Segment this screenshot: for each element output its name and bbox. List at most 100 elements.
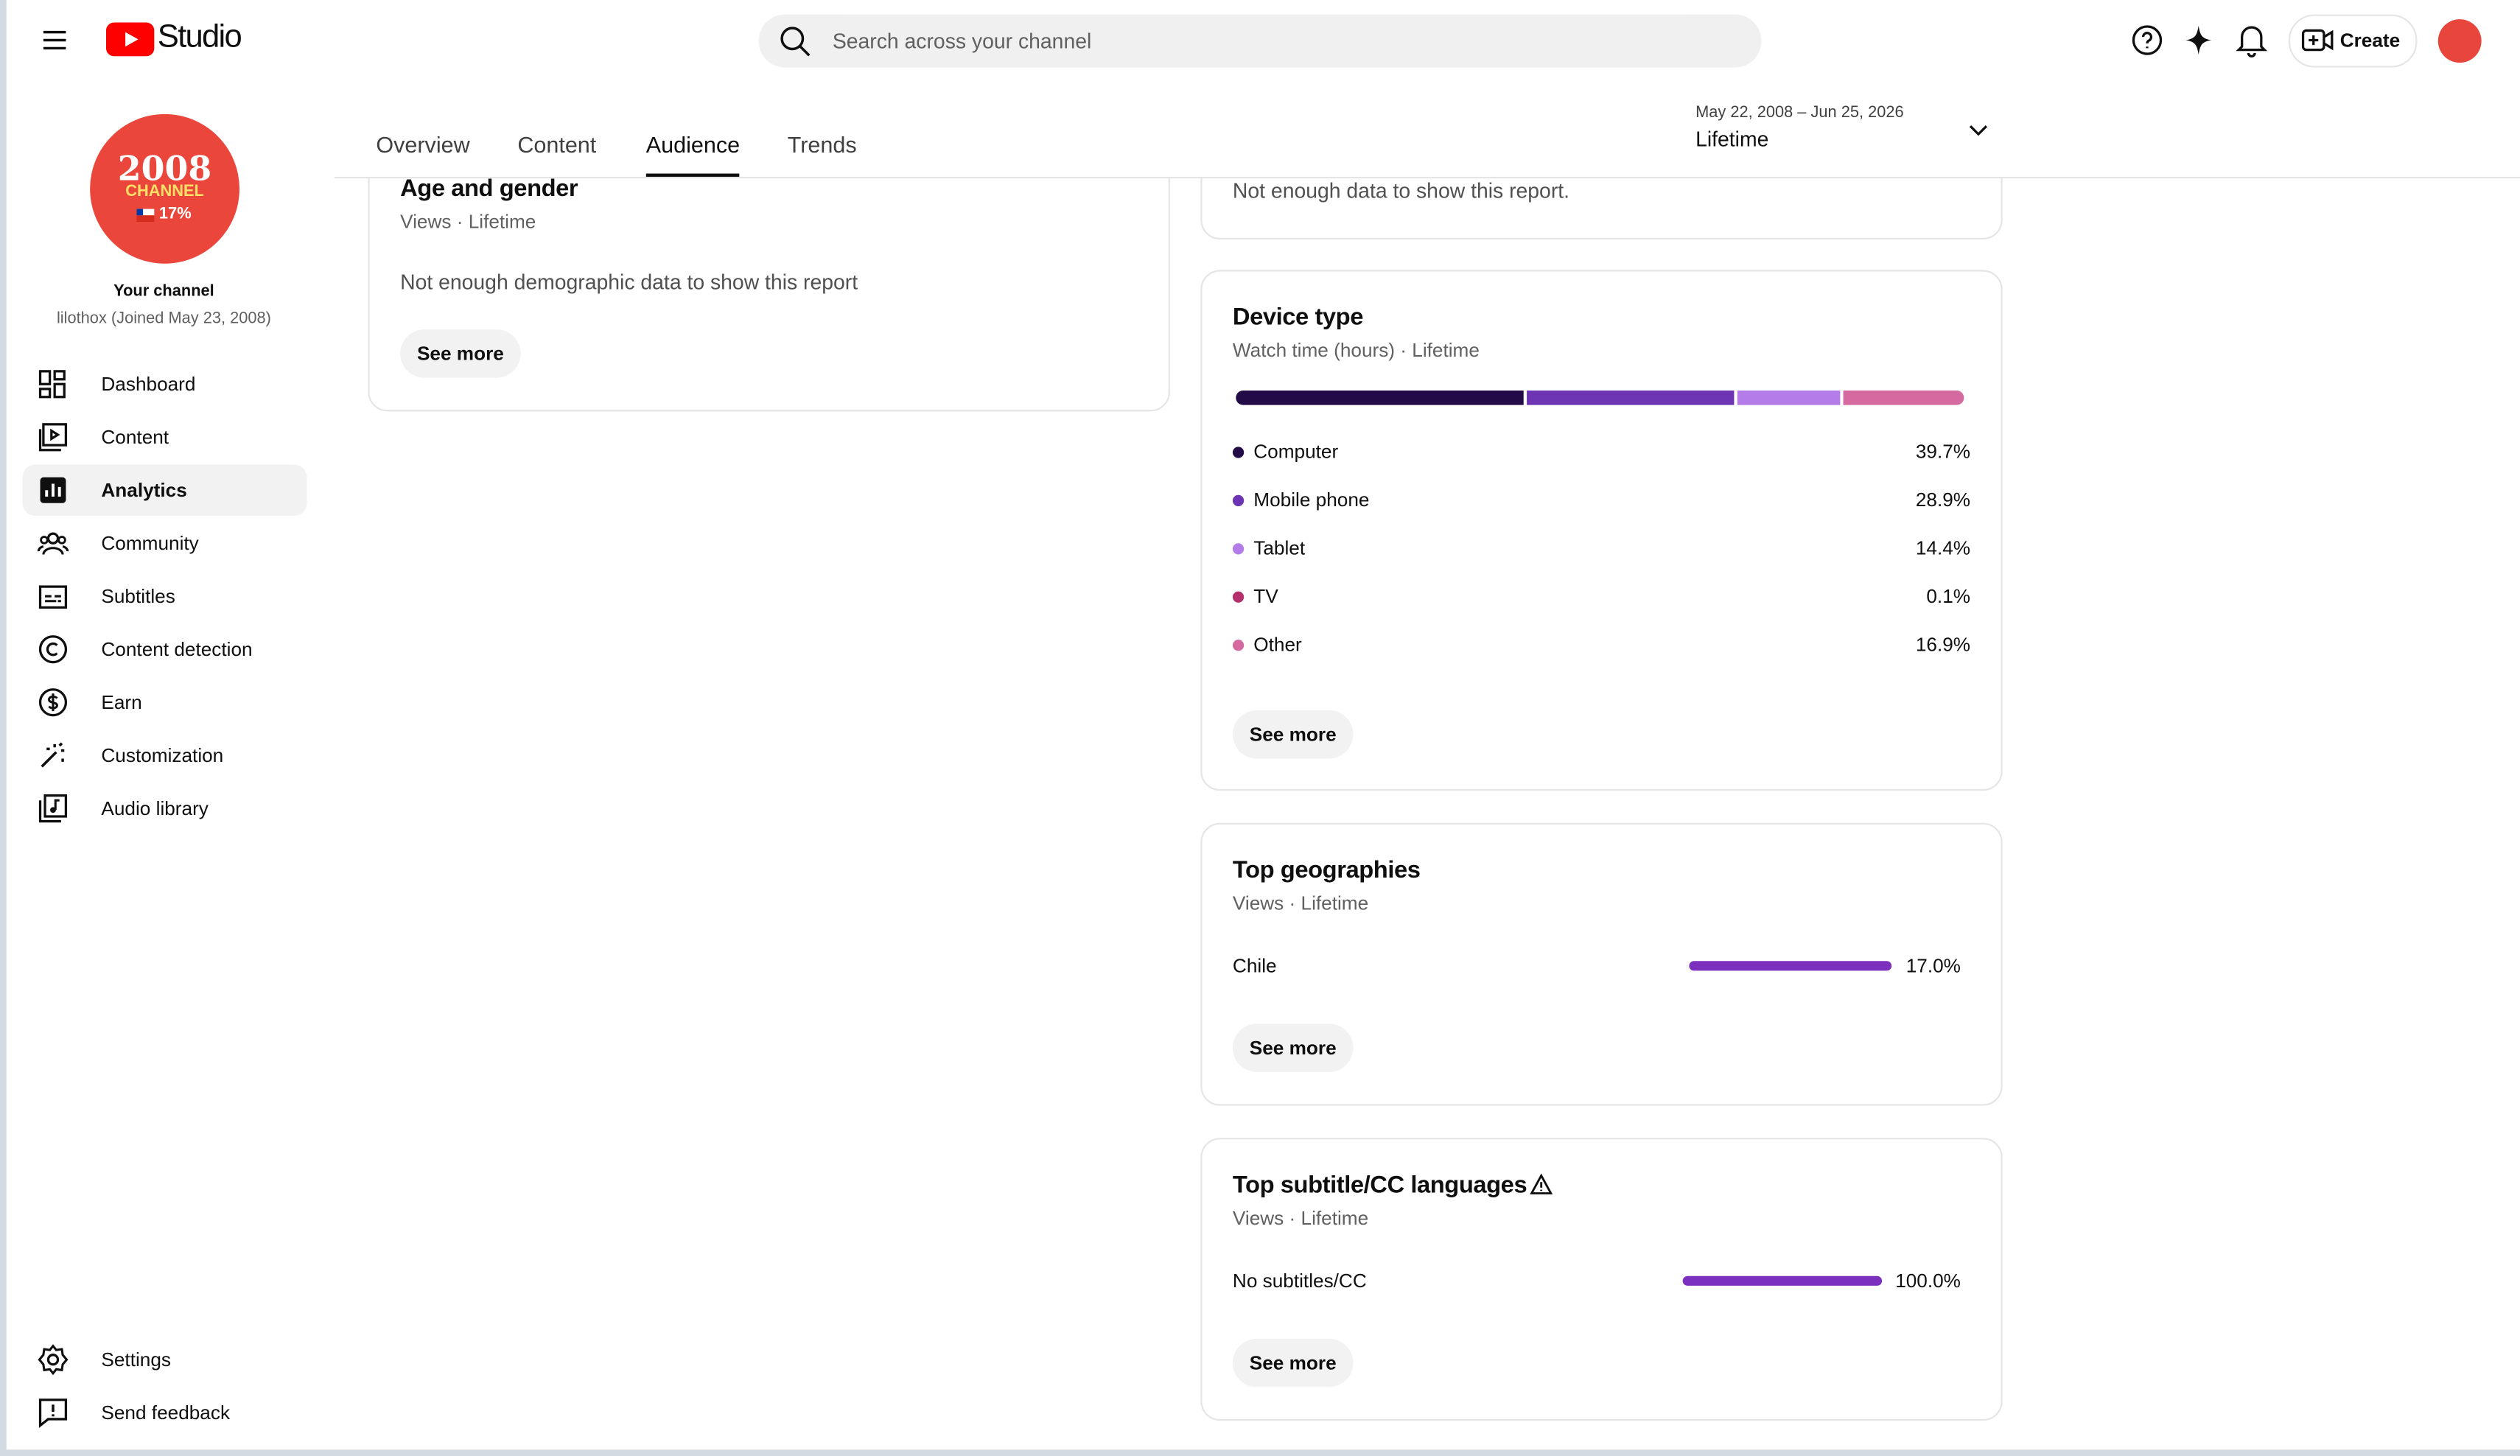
create-button[interactable] xyxy=(2288,14,2418,68)
warning-icon[interactable] xyxy=(1530,1173,1553,1196)
tab[interactable]: Content xyxy=(517,131,597,158)
see-more-button[interactable]: See more xyxy=(1232,1023,1354,1072)
channel-label: Your channel xyxy=(113,282,214,301)
tab[interactable]: Audience xyxy=(645,131,741,158)
date-label: Lifetime xyxy=(1695,127,1769,152)
nav-item[interactable]: Analytics xyxy=(22,464,307,517)
nav-item[interactable]: Dashboard xyxy=(23,358,307,410)
value-label: 100.0% xyxy=(1895,1270,1961,1292)
channel-avatar[interactable] xyxy=(90,113,239,264)
nav-item[interactable]: Subtitles xyxy=(23,570,307,622)
nav-label[interactable]: Settings xyxy=(101,1348,171,1371)
search-placeholder[interactable]: Search across your channel xyxy=(832,29,1092,53)
search-box[interactable] xyxy=(758,14,1762,68)
nav-item[interactable]: Content xyxy=(23,411,307,463)
nav-item[interactable]: Audio library xyxy=(23,783,307,834)
row-label: Chile xyxy=(1232,954,1277,978)
card-title: Top geographies xyxy=(1232,856,1421,884)
channel-meta: lilothox (Joined May 23, 2008) xyxy=(56,309,271,328)
menu-icon[interactable] xyxy=(42,27,68,53)
legend-label: Other xyxy=(1253,633,1302,656)
nav-icon xyxy=(38,1344,69,1376)
message: Not enough data to show this report. xyxy=(1232,178,1570,203)
legend-dot xyxy=(1232,543,1245,555)
card-title: Top subtitle/CC languages xyxy=(1232,1172,1527,1200)
row-bar xyxy=(1682,1275,1883,1286)
nav-item[interactable]: Community xyxy=(23,517,307,569)
value-label: 28.9% xyxy=(1915,489,1971,511)
nav-icon xyxy=(40,477,66,503)
nav-label[interactable]: Analytics xyxy=(101,478,187,502)
value-label: 0.1% xyxy=(1926,584,1971,608)
value-label: 16.9% xyxy=(1915,633,1971,656)
notifications-icon[interactable] xyxy=(2236,23,2268,58)
nav-icon xyxy=(38,688,68,717)
tab-underline xyxy=(645,173,740,177)
search-icon[interactable] xyxy=(780,26,812,58)
nav-icon xyxy=(37,532,69,555)
nav-label[interactable]: Community xyxy=(101,531,199,555)
device-bar-segment xyxy=(1737,391,1840,405)
tab-bar xyxy=(334,77,2520,179)
date-range: May 22, 2008 – Jun 25, 2026 xyxy=(1695,104,1904,122)
legend-dot xyxy=(1232,447,1245,458)
nav-label[interactable]: Content xyxy=(101,425,169,449)
nav-item[interactable]: Content detection xyxy=(23,623,307,675)
nav-item[interactable]: Settings xyxy=(23,1334,307,1385)
see-more-button[interactable]: See more xyxy=(400,329,521,378)
card-title: Device type xyxy=(1232,304,1364,332)
logo-text[interactable]: Studio xyxy=(157,19,242,55)
nav-icon xyxy=(41,742,65,768)
device-bar-segment xyxy=(1526,391,1735,405)
nav-icon xyxy=(38,585,68,609)
row-bar xyxy=(1689,961,1892,971)
value-label: 39.7% xyxy=(1915,440,1971,463)
top-geographies-card: Top geographies Views · Lifetime See mor… xyxy=(1200,822,2003,1106)
legend-label: Tablet xyxy=(1253,536,1306,560)
nav-item[interactable]: Send feedback xyxy=(23,1387,307,1438)
value-label: 17.0% xyxy=(1905,954,1961,978)
avatar-text: CHANNEL xyxy=(125,183,204,201)
card-title: Age and gender xyxy=(400,175,578,203)
nav-item[interactable]: Customization xyxy=(23,729,307,781)
nav-icon xyxy=(38,423,68,452)
see-more-button[interactable]: See more xyxy=(1232,1338,1354,1387)
legend-label: TV xyxy=(1253,584,1278,608)
nav-icon xyxy=(38,370,66,399)
dropdown-icon[interactable] xyxy=(1967,119,1990,141)
create-label[interactable]: Create xyxy=(2339,29,2401,52)
card-subtitle: Views · Lifetime xyxy=(1232,892,1369,915)
see-more-button[interactable]: See more xyxy=(1232,710,1354,759)
card-subtitle: Views · Lifetime xyxy=(400,210,536,234)
nav-icon xyxy=(38,794,68,823)
help-icon[interactable] xyxy=(2131,24,2163,57)
nav-label[interactable]: Dashboard xyxy=(101,373,196,396)
value-label: 14.4% xyxy=(1915,536,1971,560)
device-bar-segment xyxy=(1236,391,1523,405)
avatar-text: 17% xyxy=(158,206,192,224)
legend-dot xyxy=(1232,640,1245,651)
nav-label[interactable]: Content detection xyxy=(101,637,253,661)
nav-label[interactable]: Send feedback xyxy=(101,1401,231,1424)
create-icon[interactable] xyxy=(2301,27,2334,53)
card-subtitle: Views · Lifetime xyxy=(1232,1207,1369,1230)
nav-label[interactable]: Subtitles xyxy=(101,584,175,608)
nav-label[interactable]: Audio library xyxy=(101,797,209,820)
account-avatar[interactable] xyxy=(2437,19,2482,63)
row-label: No subtitles/CC xyxy=(1232,1270,1367,1292)
card-subtitle: Watch time (hours) · Lifetime xyxy=(1232,339,1480,362)
logo-icon[interactable] xyxy=(105,22,155,57)
nav-icon xyxy=(38,635,68,664)
nav-label[interactable]: Earn xyxy=(101,690,142,714)
legend-label: Mobile phone xyxy=(1253,489,1370,511)
tab[interactable]: Trends xyxy=(787,131,857,158)
nav-item[interactable]: Earn xyxy=(23,676,307,728)
sparkle-icon[interactable] xyxy=(2184,24,2213,57)
flag-icon xyxy=(136,209,155,222)
device-bar-segment xyxy=(1843,391,1964,405)
legend-dot xyxy=(1232,591,1245,603)
nav-label[interactable]: Customization xyxy=(101,743,224,767)
tab[interactable]: Overview xyxy=(376,131,470,158)
